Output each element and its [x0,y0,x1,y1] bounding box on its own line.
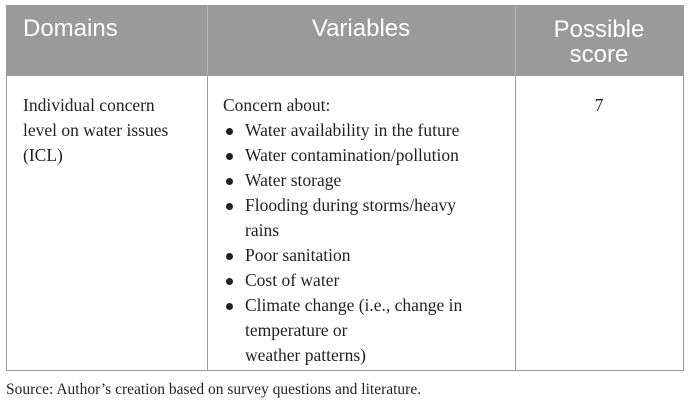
header-score-line1: Possible [553,16,645,43]
source-note: Source: Author’s creation based on surve… [6,381,422,398]
domain-line: level on water issues [23,120,169,140]
list-item-line: Water availability in the future [245,120,460,140]
header-divider [207,6,208,76]
list-item: Flooding during storms/heavy rains [223,193,515,243]
bullet-icon [226,278,233,285]
data-table: Domains Variables Possible score Individ… [6,5,684,371]
list-item-line: Poor sanitation [245,245,351,265]
cell-domain: Individual concern level on water issues… [7,76,207,168]
list-item: Water contamination/pollution [223,143,515,168]
list-item: Water availability in the future [223,118,515,143]
header-divider [515,6,516,76]
header-possible-score: Possible score [515,6,683,76]
header-variables: Variables [311,15,411,42]
domain-line: Individual concern [23,95,155,115]
cell-score: 7 [594,95,604,115]
list-item-line: rains [245,220,280,240]
table-header: Domains Variables Possible score [7,6,683,76]
column-divider [515,76,516,370]
list-item: Poor sanitation [223,243,515,268]
domain-line: (ICL) [23,145,63,165]
bullet-icon [226,178,233,185]
list-item: Cost of water [223,268,515,293]
column-divider [207,76,208,370]
list-item-line: Water contamination/pollution [245,145,459,165]
header-score-line2: score [569,41,629,68]
header-domains: Domains [23,15,118,42]
list-item-line: Cost of water [245,270,340,290]
list-item: Climate change (i.e., change in temperatu… [223,293,515,368]
list-item-line: weather patterns) [245,345,366,365]
cell-variables: Concern about: Water availability in the… [207,76,515,368]
bullet-icon [226,253,233,260]
list-item-line: Water storage [245,170,342,190]
list-item-line: temperature or [245,320,348,340]
bullet-icon [226,303,233,310]
list-item-line: Climate change (i.e., change in [245,295,463,315]
bullet-icon [226,153,233,160]
list-item-line: Flooding during storms/heavy [245,195,456,215]
variables-list: Water availability in the future Water co… [223,118,515,368]
bullet-icon [226,128,233,135]
variables-intro: Concern about: [223,95,331,115]
bullet-icon [226,203,233,210]
list-item: Water storage [223,168,515,193]
